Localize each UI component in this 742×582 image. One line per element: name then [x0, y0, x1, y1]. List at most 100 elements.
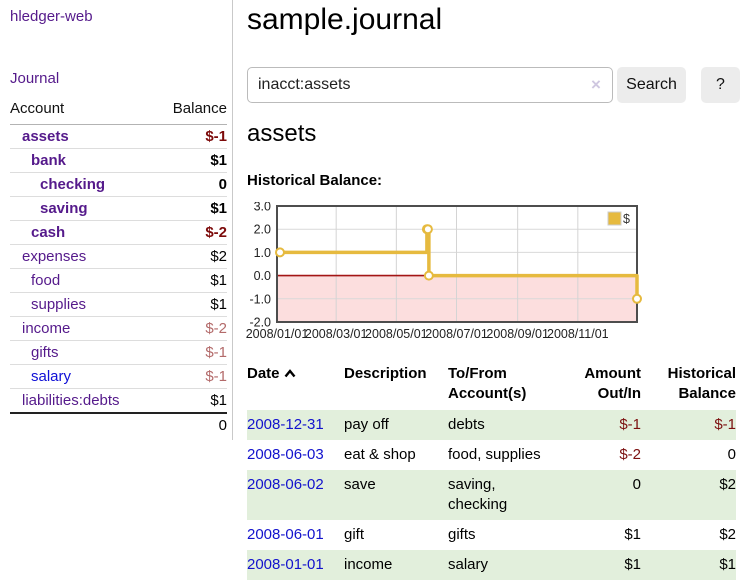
transaction-accounts: debts [448, 416, 485, 433]
account-balance: $1 [155, 148, 227, 173]
account-link-liabilities-debts[interactable]: liabilities:debts [22, 392, 120, 409]
column-header-amount: Amount Out/In [584, 365, 641, 402]
account-balance: $1 [155, 196, 227, 221]
account-link-expenses[interactable]: expenses [22, 248, 87, 265]
account-link-cash[interactable]: cash [31, 224, 66, 241]
account-row: assets $-1 [10, 124, 227, 149]
account-balance: $2 [155, 244, 227, 269]
y-axis-tick-label: -2.0 [249, 316, 271, 330]
column-header-balance: Historical Balance [667, 365, 736, 402]
transaction-date-link[interactable]: 2008-06-01 [247, 526, 324, 543]
y-axis-tick-label: -1.0 [249, 292, 271, 306]
account-row: bank $1 [10, 148, 227, 173]
transaction-description: gift [344, 526, 365, 543]
account-link-checking[interactable]: checking [40, 176, 106, 193]
x-axis-tick-label: 2008/09/01 [486, 327, 549, 341]
y-axis-tick-label: 0.0 [254, 269, 271, 283]
x-axis-tick-label: 2008/05/01 [365, 327, 428, 341]
account-row: salary $-1 [10, 364, 227, 389]
transaction-description: save [344, 476, 376, 493]
account-row: supplies $1 [10, 292, 227, 317]
data-point-marker [275, 247, 285, 258]
app-title-link[interactable]: hledger-web [10, 8, 93, 25]
page-title: sample.journal [247, 3, 443, 36]
legend-label: $ [623, 212, 630, 226]
transaction-date-link[interactable]: 2008-06-02 [247, 476, 324, 493]
account-row: income $-2 [10, 316, 227, 341]
account-link-bank[interactable]: bank [31, 152, 67, 169]
transaction-accounts: saving, checking [448, 476, 508, 513]
column-header-date[interactable]: Date [247, 360, 344, 410]
account-link-salary[interactable]: salary [31, 368, 72, 385]
x-axis-tick-label: 2008/03/01 [305, 327, 368, 341]
transaction-amount: $1 [624, 526, 641, 543]
chart-title: Historical Balance: [247, 172, 383, 189]
account-balance: $-1 [155, 364, 227, 389]
account-balance: $-1 [155, 340, 227, 365]
transaction-balance: 0 [727, 446, 736, 463]
search-input[interactable] [247, 67, 613, 103]
data-point-marker [422, 224, 433, 235]
account-link-saving[interactable]: saving [40, 200, 88, 217]
data-point-marker [423, 270, 434, 281]
account-row: cash $-2 [10, 220, 227, 245]
search-button[interactable]: Search [617, 67, 686, 103]
x-axis-tick-label: 2008/01/01 [246, 327, 309, 341]
account-link-assets[interactable]: assets [22, 128, 69, 145]
column-header-accounts: To/From Account(s) [448, 365, 527, 402]
sidebar: hledger-web Journal Account Balance asse… [0, 0, 233, 440]
y-axis-tick-label: 2.0 [254, 223, 271, 237]
account-row: checking 0 [10, 172, 227, 197]
transaction-description: pay off [344, 416, 389, 433]
plot-border [276, 205, 638, 323]
transaction-balance: $1 [719, 556, 736, 573]
accounts-header-balance: Balance [155, 98, 227, 125]
account-link-income[interactable]: income [22, 320, 71, 337]
column-header-description: Description [344, 365, 427, 382]
transaction-row: 2008-06-03 eat & shop food, supplies $-2… [247, 440, 736, 470]
legend-swatch [607, 211, 622, 226]
transaction-accounts: food, supplies [448, 446, 541, 463]
transaction-accounts: salary [448, 556, 489, 573]
balance-chart: 3.0 2.0 1.0 0.0 -1.0 -2.02008/01/012008/03/01… [246, 202, 642, 341]
account-row: saving $1 [10, 196, 227, 221]
y-axis-tick-label: 3.0 [254, 202, 271, 214]
y-axis-tick-label: 1.0 [254, 246, 271, 260]
transaction-amount: $1 [624, 556, 641, 573]
x-axis-tick-label: 2008/11/01 [547, 327, 609, 341]
accounts-total-row: 0 [10, 412, 227, 437]
transaction-amount: 0 [632, 476, 641, 493]
transaction-date-link[interactable]: 2008-12-31 [247, 416, 324, 433]
sidebar-item-journal[interactable]: Journal [10, 70, 60, 87]
transaction-balance: $2 [719, 526, 736, 543]
transaction-row: 2008-06-02 save saving, checking 0 $2 [247, 470, 736, 520]
account-balance: $-2 [155, 220, 227, 245]
accounts-total-value: 0 [155, 412, 227, 437]
sort-ascending-icon [284, 364, 296, 384]
account-balance: 0 [155, 172, 227, 197]
account-balance: $-1 [155, 124, 227, 149]
account-row: food $1 [10, 268, 227, 293]
accounts-header-account: Account [10, 98, 156, 125]
data-point-marker [632, 293, 642, 304]
register-table: Date Description To/From Account(s) Amou… [247, 360, 736, 580]
account-row: gifts $-1 [10, 340, 227, 365]
help-button[interactable]: ? [701, 67, 740, 103]
transaction-date-link[interactable]: 2008-06-03 [247, 446, 324, 463]
register-header-row: Date Description To/From Account(s) Amou… [247, 360, 736, 410]
account-link-supplies[interactable]: supplies [31, 296, 87, 313]
account-row: expenses $2 [10, 244, 227, 269]
account-link-food[interactable]: food [31, 272, 61, 289]
account-balance: $1 [155, 292, 227, 317]
transaction-date-link[interactable]: 2008-01-01 [247, 556, 324, 573]
transaction-row: 2008-12-31 pay off debts $-1 $-1 [247, 410, 736, 440]
clear-search-icon[interactable]: × [591, 75, 601, 94]
account-link-gifts[interactable]: gifts [31, 344, 59, 361]
account-row: liabilities:debts $1 [10, 388, 227, 414]
transaction-amount: $-2 [619, 446, 641, 463]
section-heading: assets [247, 120, 317, 147]
date-header-label: Date [247, 365, 280, 382]
transaction-row: 2008-01-01 income salary $1 $1 [247, 550, 736, 580]
transaction-description: income [344, 556, 393, 573]
accounts-table: Account Balance assets $-1 bank $1 checkin… [10, 98, 227, 437]
